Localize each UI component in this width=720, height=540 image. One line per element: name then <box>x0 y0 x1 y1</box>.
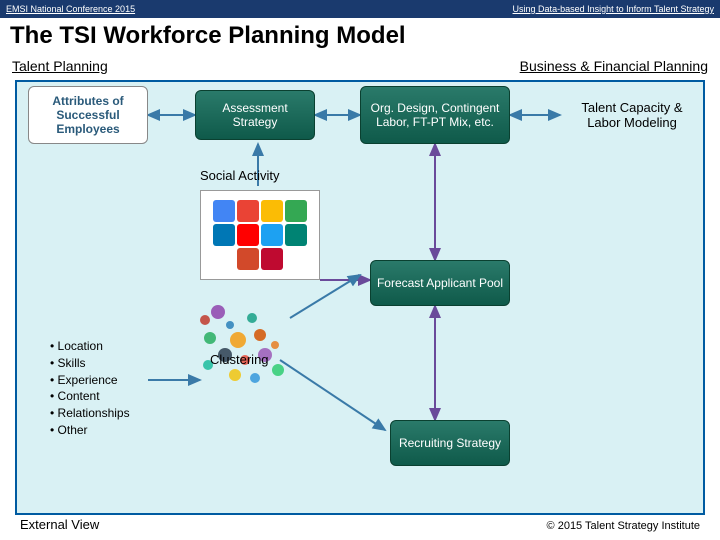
box-attributes: Attributes of Successful Employees <box>28 86 148 144</box>
box-orgdesign: Org. Design, Contingent Labor, FT-PT Mix… <box>360 86 510 144</box>
box-forecast: Forecast Applicant Pool <box>370 260 510 306</box>
cluster-image <box>190 300 290 390</box>
box-capacity: Talent Capacity & Labor Modeling <box>562 90 702 140</box>
social-icon <box>285 224 307 246</box>
footer-right: © 2015 Talent Strategy Institute <box>547 520 700 532</box>
footer-left: External View <box>20 517 99 532</box>
arrows-layer <box>0 0 720 540</box>
social-icons-grid <box>200 190 320 280</box>
social-icon <box>237 200 259 222</box>
bullet-list: • Location• Skills• Experience• Content•… <box>50 338 130 439</box>
social-icon <box>261 200 283 222</box>
social-icon <box>213 200 235 222</box>
social-icon <box>285 200 307 222</box>
social-icon <box>261 248 283 270</box>
box-recruiting: Recruiting Strategy <box>390 420 510 466</box>
label-clustering: Clustering <box>210 352 269 367</box>
social-icon <box>261 224 283 246</box>
social-icon <box>213 224 235 246</box>
social-icon <box>237 224 259 246</box>
label-social: Social Activity <box>200 168 279 183</box>
box-assessment: Assessment Strategy <box>195 90 315 140</box>
social-icon <box>237 248 259 270</box>
